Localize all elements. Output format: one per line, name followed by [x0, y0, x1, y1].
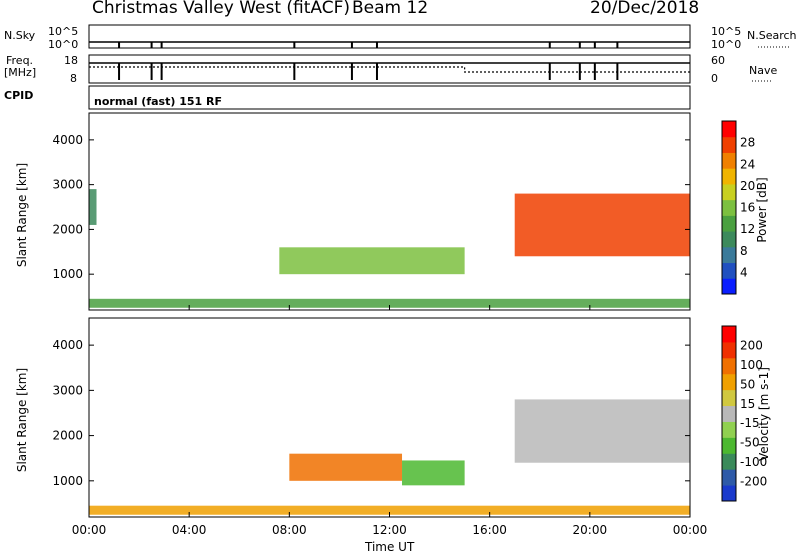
power-colorbar-segment-5 [722, 199, 736, 216]
beam-title: Beam 12 [352, 0, 429, 18]
power-colorbar-segment-8 [722, 152, 736, 169]
power-colorbar-tick-1: 8 [740, 244, 748, 258]
cpid-panel [88, 85, 691, 110]
power-scatter-region-3 [89, 189, 97, 225]
nsearch-tick-high: 10^5 [711, 25, 742, 38]
velocity-colorbar-segment-9 [722, 341, 736, 359]
power-colorbar-segment-3 [722, 231, 736, 248]
power-scatter-region-1 [279, 247, 465, 275]
velocity-colorbar-tick-6: 100 [740, 358, 763, 372]
velocity-colorbar-segment-7 [722, 373, 736, 391]
power-colorbar-tick-3: 16 [740, 201, 755, 215]
power-scatter-region-0 [89, 298, 690, 308]
power-colorbar-tick-4: 20 [740, 179, 755, 193]
power-colorbar-tick-6: 28 [740, 136, 755, 150]
power-colorbar-segment-0 [722, 278, 736, 295]
velocity-scatter-region-1 [289, 453, 403, 481]
velocity-colorbar-segment-8 [722, 357, 736, 375]
xtick-label-4: 16:00 [472, 523, 507, 537]
power-ytick-label-3: 4000 [52, 133, 83, 147]
velocity-colorbar-segment-6 [722, 389, 736, 407]
nsky-label: N.Sky [4, 29, 36, 42]
freq-label-1: Freq. [6, 54, 34, 67]
power-ytick-label-2: 3000 [52, 178, 83, 192]
velocity-colorbar-tick-4: 15 [740, 397, 755, 411]
freq-tick-low: 8 [70, 72, 77, 85]
velocity-colorbar-segment-10 [722, 326, 736, 343]
cpid-label: CPID [4, 89, 34, 102]
freq-tick-high: 18 [64, 54, 78, 67]
xtick-label-5: 20:00 [573, 523, 608, 537]
velocity-colorbar-frame [721, 325, 737, 502]
freq-label-2: [MHz] [4, 66, 37, 79]
power-colorbar-tick-0: 4 [740, 265, 748, 279]
power-ytick-label-0: 1000 [52, 267, 83, 281]
velocity-colorbar-segment-5 [722, 405, 736, 422]
velocity-ytick-label-2: 3000 [52, 383, 83, 397]
power-colorbar-segment-6 [722, 183, 736, 201]
velocity-colorbar-segment-3 [722, 437, 736, 454]
velocity-colorbar-tick-3: -15 [740, 416, 760, 430]
nsky-tick-high: 10^5 [48, 25, 79, 38]
nsearch-tick-low: 10^0 [711, 38, 742, 51]
velocity-colorbar-segment-4 [722, 421, 736, 438]
velocity-ytick-label-3: 4000 [52, 338, 83, 352]
xtick-label-1: 04:00 [172, 523, 207, 537]
velocity-colorbar-tick-2: -50 [740, 436, 760, 450]
power-ytick-label-1: 2000 [52, 222, 83, 236]
cpid-text: normal (fast) 151 RF [94, 95, 222, 108]
power-colorbar-segment-4 [722, 215, 736, 232]
velocity-colorbar-tick-5: 50 [740, 377, 755, 391]
velocity-colorbar-tick-0: -200 [740, 475, 767, 489]
velocity-colorbar-tick-7: 200 [740, 338, 763, 352]
xtick-label-0: 00:00 [72, 523, 107, 537]
power-colorbar-segment-2 [722, 246, 736, 264]
velocity-colorbar-segment-0 [722, 485, 736, 502]
xtick-label-2: 08:00 [272, 523, 307, 537]
nave-label: Nave [749, 64, 778, 77]
station-title: Christmas Valley West (fitACF) [92, 0, 351, 18]
power-scatter-region-2 [514, 193, 690, 257]
freq-panel [88, 54, 691, 84]
nsky-tick-low: 10^0 [48, 38, 79, 51]
velocity-scatter-region-0 [89, 505, 690, 515]
nave-trace [89, 66, 690, 73]
nave-tick-low: 0 [711, 72, 718, 85]
xtick-label-3: 12:00 [372, 523, 407, 537]
velocity-colorbar-segment-1 [722, 469, 736, 486]
velocity-colorbar-tick-1: -100 [740, 455, 767, 469]
nsky-panel [88, 24, 691, 49]
x-axis-label: Time UT [365, 540, 415, 554]
power-colorbar-segment-9 [722, 136, 736, 153]
power-colorbar-frame [721, 120, 737, 295]
power-colorbar-tick-2: 12 [740, 222, 755, 236]
power-colorbar-tick-5: 24 [740, 157, 755, 171]
power-colorbar-segment-7 [722, 168, 736, 185]
nsearch-label: N.Search [747, 29, 797, 42]
velocity-scatter-region-2 [402, 460, 465, 486]
velocity-ytick-label-1: 2000 [52, 429, 83, 443]
date-title: 20/Dec/2018 [590, 0, 700, 18]
power-colorbar-segment-1 [722, 262, 736, 279]
velocity-colorbar-segment-2 [722, 453, 736, 470]
nave-tick-high: 60 [711, 54, 725, 67]
velocity-scatter-region-3 [514, 399, 690, 463]
velocity-ytick-label-0: 1000 [52, 474, 83, 488]
power-colorbar-segment-10 [722, 121, 736, 138]
xtick-label-6: 00:00 [673, 523, 708, 537]
